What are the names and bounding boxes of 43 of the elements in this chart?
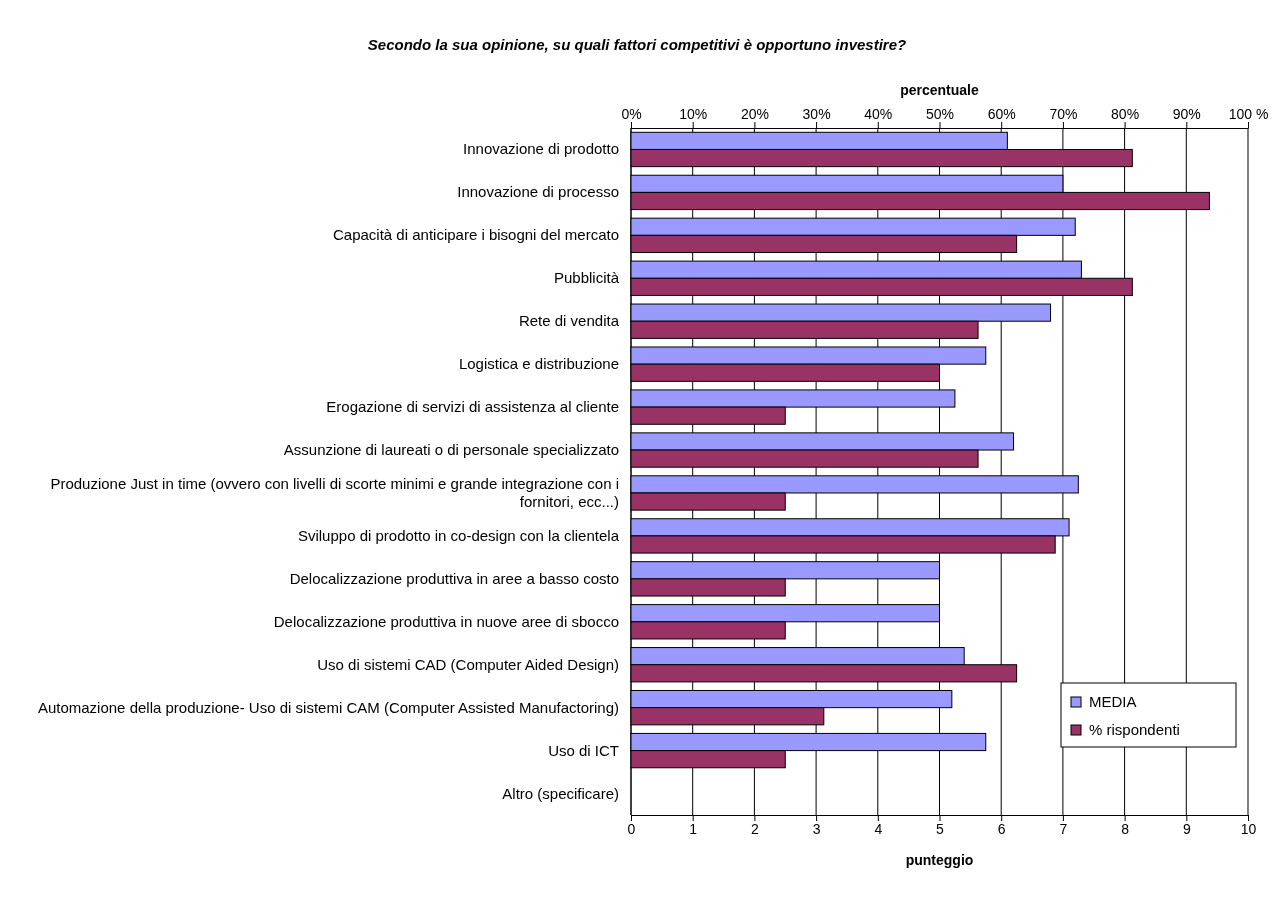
x2-tick-label: 0% [621, 106, 642, 122]
x2-tick-label: 50% [925, 106, 955, 122]
x-tick-label: 9 [1182, 820, 1191, 837]
x-tick-label: 3 [812, 820, 821, 837]
y-tick-label: Erogazione di servizi di assistenza al cliente [326, 398, 619, 416]
x-tick-label: 7 [1059, 820, 1068, 837]
x2-tick-label: 40% [864, 106, 893, 122]
y-tick-label: Delocalizzazione produttiva in aree a basso costo [289, 569, 619, 587]
y-tick-label: Uso di ICT [548, 741, 619, 759]
x2-tick-label: 60% [987, 106, 1016, 122]
y-tick-label: Altro (specificare) [502, 784, 619, 802]
y-tick-label: Delocalizzazione produttiva in nuove aree di sbocco [273, 612, 619, 630]
x-tick-label: 4 [874, 820, 883, 837]
y-tick-label: Innovazione di processo [457, 183, 619, 201]
legend-label: MEDIA [1089, 693, 1137, 710]
y-tick-label: Innovazione di prodotto [463, 140, 619, 158]
x2-tick-label: 80% [1111, 106, 1140, 122]
y-tick-label: Assunzione di laureati o di personale specializzato [283, 441, 619, 459]
x-tick-label: 5 [936, 820, 945, 837]
x-tick-label: 10 [1240, 820, 1257, 837]
y-tick-label: Sviluppo di prodotto in co-design con la clientela [297, 526, 620, 544]
x-tick-label: 0 [627, 820, 636, 837]
x-tick-label: 8 [1121, 820, 1130, 837]
chart-title: Secondo la sua opinione, su quali fattori competitivi è opportuno investire? [367, 36, 907, 53]
x2-tick-label: 100 % [1228, 106, 1269, 122]
x2-tick-label: 20% [740, 106, 769, 122]
x2-tick-label: 90% [1172, 106, 1201, 122]
x2-tick-label: 10% [679, 106, 708, 122]
y-tick-label: Logistica e distribuzione [458, 355, 619, 373]
legend-label: % rispondenti [1089, 721, 1180, 738]
x2-tick-label: 70% [1049, 106, 1078, 122]
x-tick-label: 2 [751, 820, 759, 837]
x-axis-title: punteggio [905, 852, 974, 868]
y-tick-label: Produzione Just in time (ovvero con livelli di scorte minimi e grande integrazione con i fornitori, ecc...) [50, 474, 619, 510]
x-tick-label: 6 [997, 820, 1006, 837]
y-tick-label: Pubblicità [553, 269, 620, 287]
x2-tick-label: 30% [802, 106, 831, 122]
y-tick-label: Uso di sistemi CAD (Computer Aided Design) [317, 655, 619, 673]
y-tick-label: Rete di vendita [518, 312, 620, 330]
y-tick-label: Automazione della produzione- Uso di sistemi CAM (Computer Assisted Manufactoring) [37, 698, 619, 716]
y-tick-label: Capacità di anticipare i bisogni del mercato [333, 226, 619, 244]
x2-axis-title: percentuale [900, 82, 979, 98]
x-tick-label: 1 [689, 820, 698, 837]
